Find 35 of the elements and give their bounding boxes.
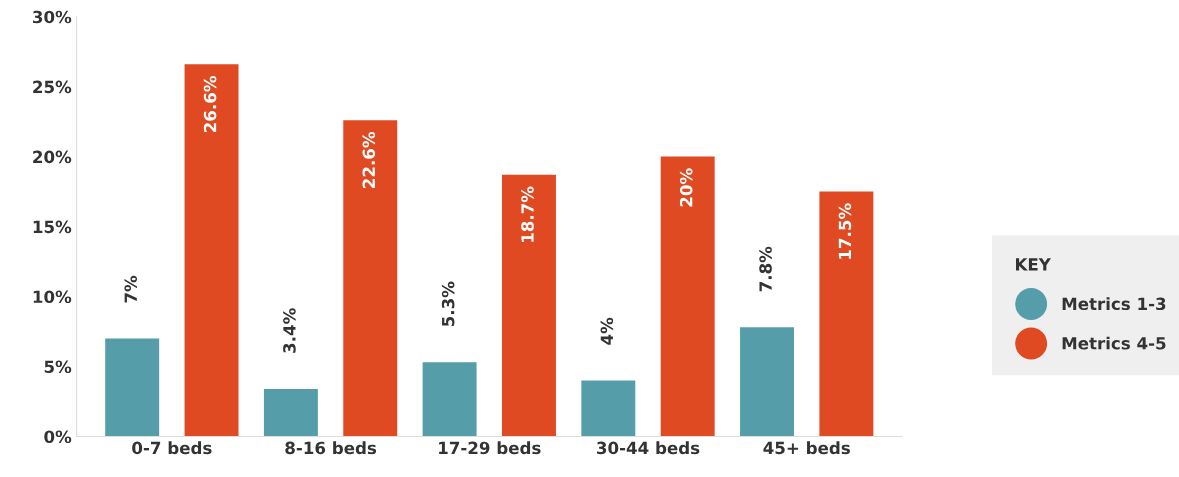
bar (184, 64, 239, 437)
legend-label: Metrics 4-5 (1062, 336, 1166, 350)
y-tick-label: 15% (33, 220, 72, 234)
bar (819, 191, 874, 437)
bar (501, 174, 556, 437)
bar (581, 380, 636, 437)
x-tick-label: 8-16 beds (285, 441, 377, 455)
data-label: 5.3% (441, 281, 455, 327)
y-tick-label: 10% (33, 290, 72, 304)
y-tick-label: 25% (33, 80, 72, 94)
bar (422, 362, 477, 437)
data-label: 20% (679, 168, 693, 207)
data-label: 4% (600, 317, 614, 345)
data-label: 22.6% (362, 131, 376, 188)
x-tick-label: 17-29 beds (439, 441, 541, 455)
data-label: 17.5% (838, 203, 852, 259)
data-label: 7% (124, 275, 138, 303)
bar (740, 327, 795, 437)
y-tick-label: 30% (33, 10, 72, 24)
x-tick-label: 45+ beds (763, 441, 850, 455)
y-tick-label: 20% (33, 150, 72, 164)
y-tick-label: 0% (44, 430, 72, 444)
y-tick-label: 5% (44, 360, 72, 374)
x-tick-label: 30-44 beds (597, 441, 700, 455)
bar (343, 120, 398, 437)
bar (263, 388, 318, 437)
legend-label: Metrics 1-3 (1062, 297, 1166, 311)
data-label: 18.7% (521, 186, 534, 242)
bar (105, 338, 160, 437)
legend-title: KEY (1016, 258, 1051, 271)
x-tick-label: 0-7 beds (132, 441, 212, 455)
data-label: 3.4% (283, 308, 296, 353)
data-label: 26.6% (203, 75, 217, 132)
data-label: 7.8% (759, 246, 772, 292)
bar (660, 156, 715, 437)
